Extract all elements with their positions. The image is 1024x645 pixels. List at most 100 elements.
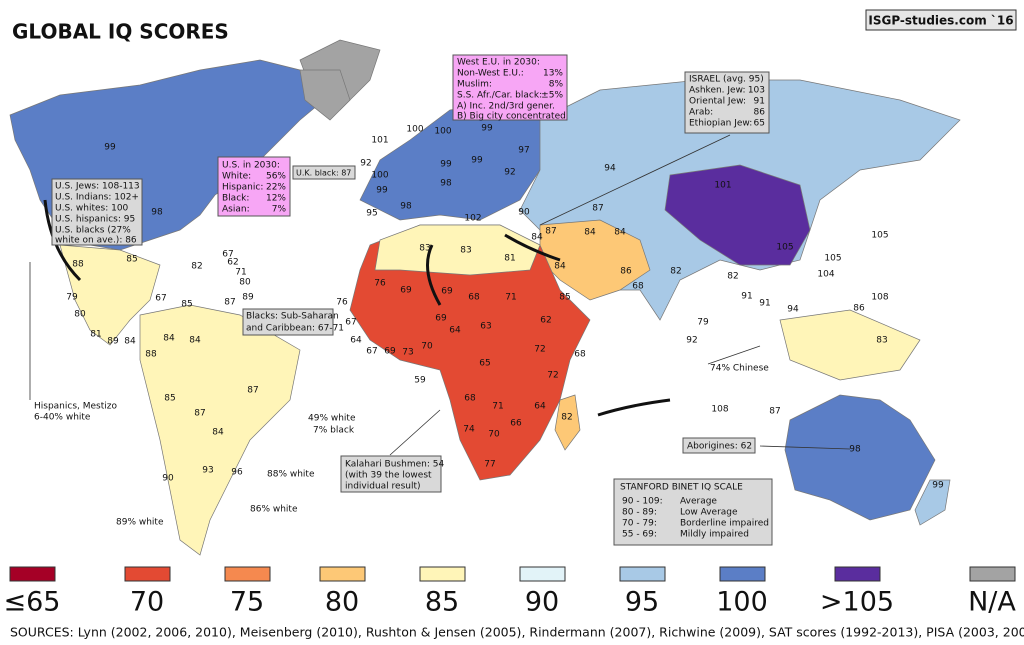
country-score: 81 [90,330,101,340]
legend-swatch [619,566,666,582]
country-score: 66 [510,419,522,429]
country-score: 90 [162,474,174,484]
country-score: 70 [488,430,500,440]
country-score: 69 [441,287,453,297]
country-score: 76 [374,279,386,289]
callout-value: 12% [266,194,286,204]
callout-line: (with 39 the lowest [345,471,432,481]
country-score: 67 [345,318,356,328]
callout-label: Hispanic: [222,183,263,193]
country-score: 70 [421,342,433,352]
country-score: 86 [620,267,632,277]
annotation: 86% white [250,505,298,515]
callout-box [684,71,770,134]
country-score: 92 [686,336,697,346]
callout-line: U.S. whites: 100 [55,204,129,214]
country-score: 84 [531,233,543,243]
leader-line [389,409,441,456]
callout-value: 65 [754,119,765,129]
country-score: 104 [817,270,834,280]
callout-value: ±5% [541,91,563,101]
country-score: 68 [632,282,644,292]
country-score: 98 [440,179,452,189]
legend-label: >105 [820,587,894,618]
callout-box [613,478,773,546]
country-score: 73 [402,348,413,358]
callout-line: and Caribbean: 67-71 [246,324,344,334]
legend-swatch [419,566,466,582]
country-score: 67 [222,250,233,260]
china [664,164,811,266]
legend-label: 70 [130,587,164,618]
legend-swatch [319,566,366,582]
country-score: 108 [711,405,728,415]
arctic [299,69,351,121]
callout-label: 70 - 79: [622,519,657,529]
country-score: 94 [604,164,616,174]
country-score: 69 [400,286,412,296]
legend-label: 90 [525,587,559,618]
callout-box [452,54,568,121]
country-score: 68 [468,293,480,303]
callout-line: U.S. hispanics: 95 [55,215,135,225]
callout-label: White: [222,172,251,182]
annotation: 74% Chinese [710,364,769,374]
callout-line: Kalahari Bushmen: 54 [345,460,444,470]
country-score: 97 [518,146,529,156]
annotation: 7% black [313,426,355,436]
country-score: 59 [414,376,426,386]
country-score: 108 [871,293,888,303]
country-score: 85 [181,300,192,310]
annotation: 89% white [116,518,164,528]
sources: SOURCES: Lynn (2002, 2006, 2010), Meisen… [10,625,1024,640]
indonesia [779,309,921,381]
callout-title: West E.U. in 2030: [457,58,540,68]
country-score: 102 [464,214,481,224]
country-score: 69 [435,314,447,324]
country-score: 105 [824,254,841,264]
arrows [29,134,851,456]
country-score: 84 [554,262,566,272]
legend-label: 95 [625,587,659,618]
annotation: 49% white [308,414,356,424]
country-score: 98 [400,202,412,212]
callout-label: 55 - 69: [622,530,657,540]
callout-line: U.S. blacks (27% [55,226,131,236]
country-score: 99 [440,160,452,170]
country-score: 101 [371,136,388,146]
country-score: 100 [371,171,388,181]
country-score: 67 [155,294,166,304]
country-score: 77 [484,460,495,470]
callout-label: Ethiopian Jew: [689,119,752,129]
country-score: 100 [434,127,451,137]
callout-label: S.S. Afr./Car. black: [457,91,542,101]
callout-label: Oriental Jew: [689,97,746,107]
country-score: 71 [492,402,503,412]
madagascar [554,394,581,451]
callout-value: 13% [543,69,563,79]
callout-label: Arab: [689,108,713,118]
callout-box [340,455,442,493]
legend-swatch [834,566,881,582]
country-score: 71 [505,293,516,303]
country-score: 85 [126,255,137,265]
callout-line: Blacks: Sub-Saharan [246,312,339,322]
callout-box [242,308,334,336]
legend-label: 80 [325,587,359,618]
legend-label: 85 [425,587,459,618]
title: GLOBAL IQ SCORES [12,20,229,44]
arrow [597,398,671,417]
callout-label: Muslim: [457,80,492,90]
country-score: 98 [849,445,861,455]
legend-label: N/A [968,587,1016,618]
country-score: 79 [66,293,78,303]
callout-value: Mildly impaired [680,530,749,540]
callout-value: 86 [754,108,766,118]
legend-swatch [719,566,766,582]
country-score: 84 [614,228,626,238]
callout-value: 91 [754,97,765,107]
legend-swatch [9,566,56,582]
country-score: 84 [212,428,224,438]
legend-swatch [124,566,171,582]
